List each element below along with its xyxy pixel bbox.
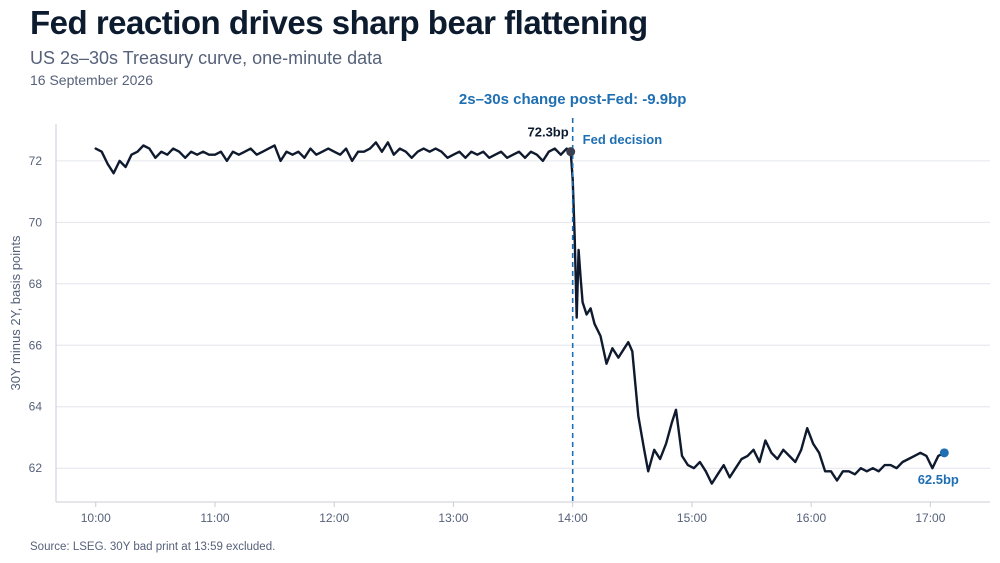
source-note: Source: LSEG. 30Y bad print at 13:59 exc… [30, 541, 276, 553]
change-annotation: 2s–30s change post-Fed: -9.9bp [459, 91, 687, 108]
start-value-label: 72.3bp [528, 125, 569, 140]
y-tick-label: 64 [29, 400, 43, 414]
x-tick-label: 12:00 [319, 511, 349, 525]
y-tick-label: 68 [29, 277, 43, 291]
x-tick-label: 16:00 [796, 511, 826, 525]
y-axis-label: 30Y minus 2Y, basis points [8, 235, 23, 390]
y-tick-label: 70 [29, 215, 43, 229]
y-tick-label: 62 [29, 461, 43, 475]
x-tick-label: 13:00 [438, 511, 468, 525]
annotations: Fed decision 2s–30s change post-Fed: -9.9… [459, 91, 959, 502]
chart-subtitle: US 2s–30s Treasury curve, one-minute dat… [30, 48, 383, 68]
x-tick-label: 15:00 [677, 511, 707, 525]
series-line [94, 141, 946, 485]
y-tick-label: 66 [29, 338, 43, 352]
end-point-marker [939, 448, 949, 458]
end-value-label: 62.5bp [918, 472, 959, 487]
gridlines [56, 160, 990, 469]
start-point-marker [566, 147, 576, 157]
x-tick-label: 17:00 [915, 511, 945, 525]
axes: 62 64 66 68 70 72 10:00 11:00 12:00 13:00 14:00 15:… [8, 124, 990, 525]
x-tick-label: 11:00 [200, 511, 229, 525]
series [94, 141, 946, 485]
chart-date: 16 September 2026 [30, 72, 153, 88]
x-tick-label: 10:00 [81, 511, 111, 525]
fed-decision-label: Fed decision [583, 132, 663, 147]
chart-title: Fed reaction drives sharp bear flattenin… [30, 4, 648, 41]
x-tick-label: 14:00 [558, 511, 588, 525]
y-tick-label: 72 [29, 154, 43, 168]
